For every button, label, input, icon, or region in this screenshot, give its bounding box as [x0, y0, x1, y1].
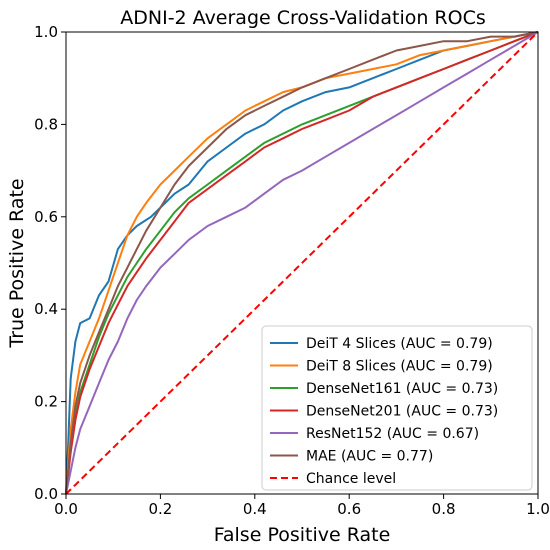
legend-label-3: DenseNet201 (AUC = 0.73) — [306, 404, 498, 420]
legend-label-1: DeiT 8 Slices (AUC = 0.79) — [306, 359, 493, 375]
plot-area — [65, 31, 539, 495]
y-tick-label: 0.4 — [34, 300, 58, 318]
legend-box — [261, 325, 533, 491]
y-axis-label: True Positive Rate — [6, 178, 28, 348]
series-line-1 — [65, 31, 539, 495]
y-tick-label: 0.2 — [34, 393, 58, 411]
x-tick-label: 1.0 — [526, 500, 550, 518]
chart-title: ADNI-2 Average Cross-Validation ROCs — [120, 7, 486, 29]
x-tick-label: 0.2 — [148, 500, 172, 518]
legend-label-4: ResNet152 (AUC = 0.67) — [306, 426, 479, 442]
series-layer — [65, 31, 539, 495]
legend-label-0: DeiT 4 Slices (AUC = 0.79) — [306, 336, 493, 352]
legend-label-5: MAE (AUC = 0.77) — [306, 449, 433, 465]
series-line-6 — [65, 31, 539, 495]
plot-frame — [65, 31, 539, 495]
series-line-4 — [65, 31, 539, 495]
y-axis-ticks: 0.0 0.2 0.4 0.6 0.8 1.0 — [34, 23, 66, 503]
x-tick-label: 0.6 — [337, 500, 361, 518]
y-tick-label: 1.0 — [34, 23, 58, 41]
legend: DeiT 4 Slices (AUC = 0.79) DeiT 8 Slices … — [261, 325, 533, 491]
legend-label-6: Chance level — [306, 471, 396, 487]
series-line-3 — [65, 31, 539, 495]
legend-items: DeiT 4 Slices (AUC = 0.79) DeiT 8 Slices … — [270, 336, 498, 487]
series-line-0 — [65, 31, 539, 495]
y-tick-label: 0.8 — [34, 115, 58, 133]
x-tick-label: 0.8 — [432, 500, 456, 518]
x-axis-label: False Positive Rate — [214, 524, 391, 546]
x-tick-label: 0.4 — [243, 500, 267, 518]
x-tick-label: 0.0 — [54, 500, 78, 518]
x-axis-ticks: 0.0 0.2 0.4 0.6 0.8 1.0 — [54, 494, 550, 518]
y-tick-label: 0.0 — [34, 485, 58, 503]
legend-label-2: DenseNet161 (AUC = 0.73) — [306, 381, 498, 397]
series-line-5 — [65, 31, 539, 495]
y-tick-label: 0.6 — [34, 208, 58, 226]
